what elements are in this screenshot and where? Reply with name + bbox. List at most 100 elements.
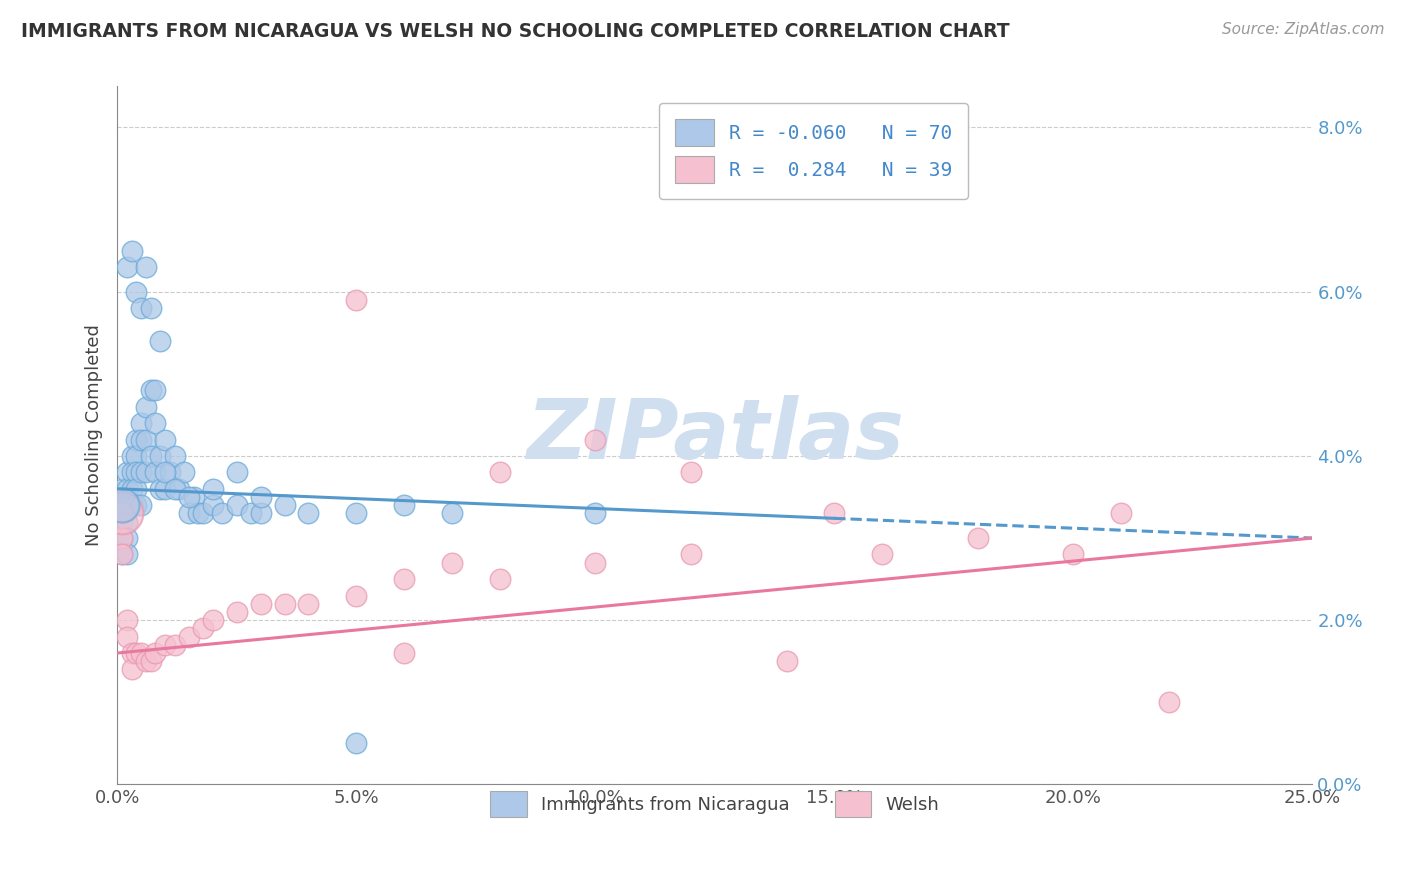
Point	[344, 507, 367, 521]
Point	[392, 646, 415, 660]
Point	[823, 507, 845, 521]
Point	[125, 498, 148, 512]
Point	[121, 244, 143, 258]
Point	[111, 548, 134, 562]
Point	[163, 449, 186, 463]
Point	[121, 466, 143, 480]
Point	[187, 507, 209, 521]
Point	[125, 433, 148, 447]
Point	[679, 466, 702, 480]
Point	[111, 531, 134, 545]
Point	[111, 507, 134, 521]
Point	[125, 285, 148, 299]
Point	[125, 646, 148, 660]
Point	[297, 507, 319, 521]
Point	[125, 482, 148, 496]
Point	[129, 466, 152, 480]
Point	[440, 507, 463, 521]
Point	[139, 383, 162, 397]
Point	[135, 260, 157, 274]
Point	[1109, 507, 1132, 521]
Point	[249, 490, 271, 504]
Point	[135, 654, 157, 668]
Point	[135, 466, 157, 480]
Point	[139, 449, 162, 463]
Legend: Immigrants from Nicaragua, Welsh: Immigrants from Nicaragua, Welsh	[484, 784, 946, 824]
Point	[240, 507, 263, 521]
Point	[115, 531, 138, 545]
Point	[249, 597, 271, 611]
Point	[392, 572, 415, 586]
Y-axis label: No Schooling Completed: No Schooling Completed	[86, 325, 103, 546]
Point	[1157, 695, 1180, 709]
Point	[249, 507, 271, 521]
Point	[173, 466, 195, 480]
Point	[145, 646, 167, 660]
Point	[111, 498, 134, 512]
Point	[111, 507, 134, 521]
Point	[111, 482, 134, 496]
Point	[121, 663, 143, 677]
Point	[211, 507, 233, 521]
Point	[139, 301, 162, 315]
Point	[201, 482, 224, 496]
Point	[225, 466, 247, 480]
Point	[177, 490, 200, 504]
Point	[163, 638, 186, 652]
Point	[159, 466, 181, 480]
Point	[153, 482, 176, 496]
Point	[183, 490, 205, 504]
Text: ZIPatlas: ZIPatlas	[526, 395, 904, 476]
Point	[193, 507, 215, 521]
Point	[145, 416, 167, 430]
Point	[129, 646, 152, 660]
Point	[111, 548, 134, 562]
Point	[115, 630, 138, 644]
Point	[121, 646, 143, 660]
Point	[115, 548, 138, 562]
Point	[139, 654, 162, 668]
Point	[344, 736, 367, 750]
Point	[775, 654, 797, 668]
Point	[583, 507, 606, 521]
Point	[111, 498, 134, 512]
Point	[149, 449, 172, 463]
Point	[583, 556, 606, 570]
Point	[125, 466, 148, 480]
Point	[115, 466, 138, 480]
Point	[177, 507, 200, 521]
Point	[201, 613, 224, 627]
Point	[488, 466, 510, 480]
Point	[440, 556, 463, 570]
Point	[153, 638, 176, 652]
Point	[111, 507, 134, 521]
Point	[193, 621, 215, 635]
Point	[679, 548, 702, 562]
Point	[129, 498, 152, 512]
Point	[297, 597, 319, 611]
Point	[115, 613, 138, 627]
Point	[273, 498, 295, 512]
Point	[488, 572, 510, 586]
Point	[225, 605, 247, 619]
Point	[153, 466, 176, 480]
Point	[344, 589, 367, 603]
Point	[111, 531, 134, 545]
Point	[115, 498, 138, 512]
Point	[177, 630, 200, 644]
Point	[115, 260, 138, 274]
Point	[225, 498, 247, 512]
Point	[115, 482, 138, 496]
Point	[129, 416, 152, 430]
Point	[121, 449, 143, 463]
Point	[111, 515, 134, 529]
Point	[129, 433, 152, 447]
Text: IMMIGRANTS FROM NICARAGUA VS WELSH NO SCHOOLING COMPLETED CORRELATION CHART: IMMIGRANTS FROM NICARAGUA VS WELSH NO SC…	[21, 22, 1010, 41]
Point	[169, 482, 191, 496]
Point	[392, 498, 415, 512]
Point	[163, 482, 186, 496]
Point	[149, 334, 172, 348]
Point	[149, 482, 172, 496]
Point	[125, 449, 148, 463]
Point	[135, 433, 157, 447]
